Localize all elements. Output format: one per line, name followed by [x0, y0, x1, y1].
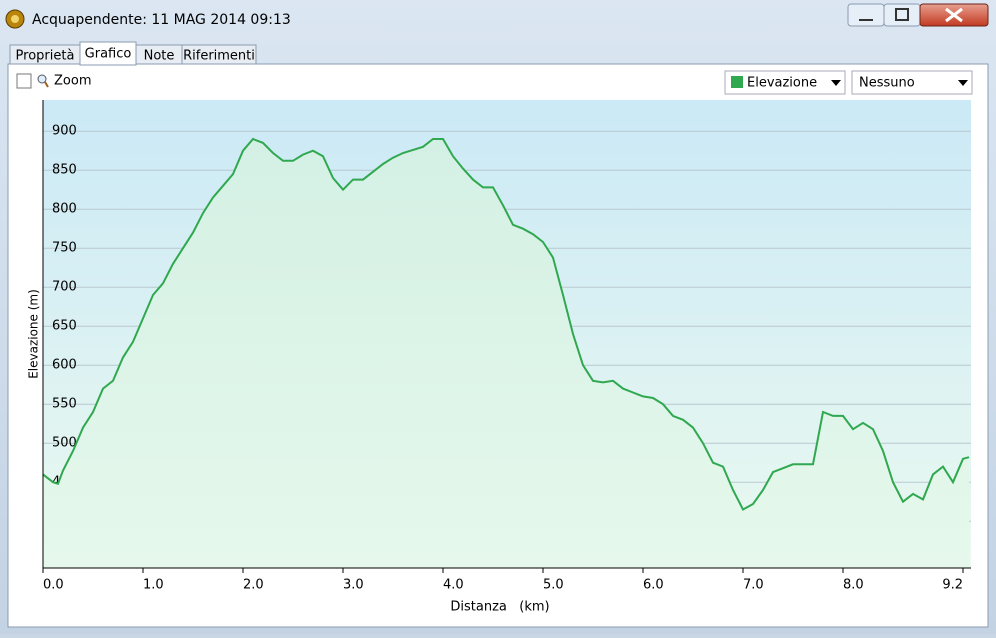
zoom-checkbox[interactable]	[16, 73, 32, 89]
x-tick-label: 8.0	[843, 578, 864, 593]
y-tick-label: 500	[52, 436, 77, 451]
tab-label: Proprietà	[16, 49, 75, 64]
dropdown-arrow	[958, 80, 968, 86]
y-tick-label: 850	[52, 163, 77, 178]
y-tick-label: 900	[52, 124, 77, 139]
tab-bar: Proprietà Grafico Note Riferimenti	[9, 41, 257, 66]
tab-label: Riferimenti	[183, 49, 255, 64]
tab[interactable]	[181, 44, 257, 65]
tab-label: Note	[144, 49, 175, 64]
minimize-button[interactable]	[847, 3, 885, 27]
x-tick-label: 7.0	[743, 578, 764, 593]
zoom-icon-handle	[44, 81, 49, 88]
x-tick-label: 9.2	[942, 578, 963, 593]
close-icon	[945, 7, 963, 23]
y-tick-label: 700	[52, 280, 77, 295]
y-tick-label: 650	[52, 319, 77, 334]
maximize-button[interactable]	[883, 3, 921, 27]
dropdown-arrow	[831, 80, 841, 86]
legend-label: Elevazione	[747, 76, 817, 91]
elevation-line	[42, 137, 970, 511]
app-icon-center	[11, 15, 19, 23]
y-tick-label: 750	[52, 241, 77, 256]
series-select[interactable]	[724, 70, 846, 95]
zoom-label: Zoom	[54, 74, 91, 89]
x-tick-label: 0.0	[43, 578, 64, 593]
x-tick-label: 4.0	[443, 578, 464, 593]
y-axis-label: Elevazione (m)	[27, 289, 41, 379]
x-axis-label: Distanza (km)	[450, 600, 549, 615]
window-title: Acquapendente: 11 MAG 2014 09:13	[32, 12, 291, 28]
chart: 4004505005506006507007508008509000.01.02…	[42, 100, 971, 593]
second-select[interactable]	[851, 70, 973, 95]
x-tick-label: 1.0	[143, 578, 164, 593]
y-tick-label: 550	[52, 397, 77, 412]
x-tick-label: 2.0	[243, 578, 264, 593]
second-select-label: Nessuno	[859, 76, 915, 91]
tab-label: Grafico	[85, 47, 132, 62]
x-tick-label: 6.0	[643, 578, 664, 593]
maximize-icon	[895, 8, 909, 21]
elevation-area	[43, 139, 969, 568]
y-tick-label: 600	[52, 358, 77, 373]
y-tick-label: 800	[52, 202, 77, 217]
x-tick-label: 3.0	[343, 578, 364, 593]
zoom-icon	[37, 74, 47, 84]
x-tick-label: 5.0	[543, 578, 564, 593]
legend-swatch	[731, 76, 743, 88]
